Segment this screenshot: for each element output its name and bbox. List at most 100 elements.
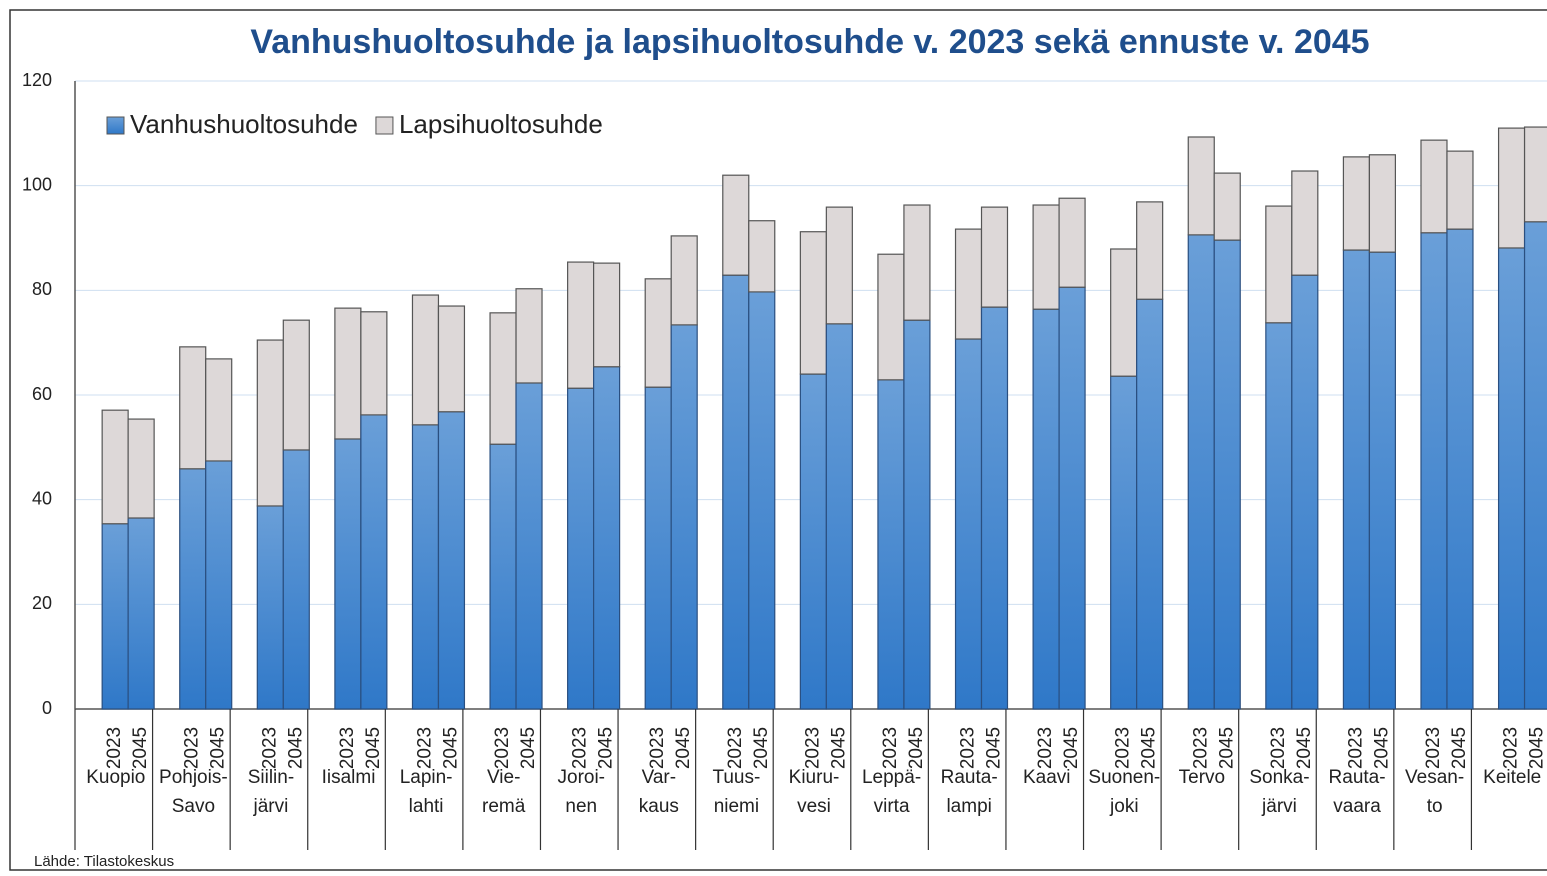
bar-segment bbox=[877, 253, 905, 381]
group-label: to bbox=[1427, 796, 1443, 817]
bar-segment bbox=[1213, 239, 1241, 710]
bar-segment bbox=[670, 324, 698, 710]
y-tick-label: 100 bbox=[22, 174, 52, 194]
bar-segment bbox=[411, 424, 440, 710]
x-tick-label: 2023 bbox=[1423, 727, 1444, 769]
group-label: Suonen- bbox=[1088, 767, 1160, 788]
group-label: lampi bbox=[946, 796, 991, 817]
x-tick-label: 2045 bbox=[208, 727, 229, 769]
bar-segment bbox=[127, 517, 155, 710]
x-tick-label: 2023 bbox=[259, 727, 280, 769]
group-label: Kiuru- bbox=[789, 767, 840, 788]
x-tick-label: 2045 bbox=[906, 727, 927, 769]
x-tick-label: 2045 bbox=[1216, 727, 1237, 769]
x-tick-label: 2045 bbox=[1449, 727, 1470, 769]
x-tick-label: 2045 bbox=[1371, 727, 1392, 769]
bar-segment bbox=[1032, 204, 1060, 310]
bar-segment bbox=[179, 346, 207, 470]
bar-segment bbox=[1291, 274, 1319, 710]
bar-segment bbox=[1420, 232, 1448, 710]
bar-segment bbox=[980, 306, 1009, 710]
y-tick-label: 80 bbox=[32, 279, 52, 299]
x-tick-label: 2045 bbox=[673, 727, 694, 769]
bar-segment bbox=[334, 307, 362, 440]
x-tick-label: 2045 bbox=[1527, 727, 1547, 769]
bar-segment bbox=[1446, 150, 1474, 230]
bar-segment bbox=[1058, 197, 1086, 288]
y-tick-label: 60 bbox=[32, 384, 52, 404]
x-tick-label: 2045 bbox=[984, 727, 1005, 769]
group-label: niemi bbox=[714, 796, 759, 817]
x-tick-label: 2023 bbox=[725, 727, 746, 769]
bar-segment bbox=[567, 387, 595, 710]
x-tick-label: 2045 bbox=[518, 727, 539, 769]
group-label: Savo bbox=[172, 796, 215, 817]
bar-segment bbox=[179, 468, 207, 710]
group-label: Leppä- bbox=[862, 767, 921, 788]
group-label: Var- bbox=[642, 767, 676, 788]
group-label: vaara bbox=[1333, 796, 1381, 817]
x-tick-label: 2023 bbox=[1268, 727, 1289, 769]
bar-segment bbox=[722, 174, 750, 276]
legend-label: Lapsihuoltosuhde bbox=[399, 109, 603, 139]
y-tick-label: 20 bbox=[32, 593, 52, 613]
bar-segment bbox=[877, 379, 905, 710]
bar-segment bbox=[1368, 154, 1396, 253]
bar-segment bbox=[1187, 234, 1215, 710]
group-label: järvi bbox=[253, 796, 289, 817]
x-tick-label: 2023 bbox=[958, 727, 979, 769]
group-label: lahti bbox=[409, 796, 444, 817]
bar-segment bbox=[360, 414, 388, 710]
bar-segment bbox=[825, 323, 853, 710]
bar-segment bbox=[644, 386, 672, 710]
x-tick-label: 2023 bbox=[492, 727, 513, 769]
bar-segment bbox=[515, 382, 543, 710]
x-tick-label: 2023 bbox=[1501, 727, 1522, 769]
bar-segment bbox=[1368, 251, 1396, 710]
bar-segment bbox=[1265, 322, 1293, 710]
group-label: nen bbox=[565, 796, 597, 817]
bar-segment bbox=[903, 204, 931, 321]
bar-segment bbox=[334, 438, 362, 710]
bar-segment bbox=[748, 220, 776, 293]
bar-segment bbox=[1032, 308, 1060, 710]
bar-segment bbox=[437, 305, 466, 413]
bar-segment bbox=[101, 409, 129, 525]
bar-segment bbox=[593, 366, 621, 710]
bar-segment bbox=[1420, 139, 1448, 234]
group-label: kaus bbox=[639, 796, 679, 817]
bar-segment bbox=[1058, 286, 1086, 710]
x-tick-label: 2023 bbox=[880, 727, 901, 769]
x-tick-label: 2045 bbox=[130, 727, 151, 769]
bar-segment bbox=[489, 312, 517, 445]
bar-segment bbox=[799, 231, 827, 375]
bar-segment bbox=[1497, 247, 1526, 710]
bar-segment bbox=[1497, 127, 1526, 249]
bar-segment bbox=[282, 319, 310, 451]
group-label: Rauta- bbox=[941, 767, 998, 788]
y-tick-label: 40 bbox=[32, 488, 52, 508]
group-label: Lapin- bbox=[400, 767, 453, 788]
x-tick-label: 2023 bbox=[337, 727, 358, 769]
x-tick-label: 2045 bbox=[751, 727, 772, 769]
bar-segment bbox=[825, 206, 853, 325]
bar-segment bbox=[256, 339, 284, 507]
x-tick-label: 2023 bbox=[1113, 727, 1134, 769]
x-tick-label: 2023 bbox=[647, 727, 668, 769]
group-label: järvi bbox=[1261, 796, 1297, 817]
group-label: Vesan- bbox=[1405, 767, 1464, 788]
bar-segment bbox=[256, 505, 284, 710]
bar-segment bbox=[799, 373, 827, 710]
group-label: Vie- bbox=[487, 767, 520, 788]
bar-segment bbox=[1136, 298, 1164, 710]
bar-segment bbox=[567, 261, 595, 389]
x-tick-label: 2023 bbox=[802, 727, 823, 769]
group-label: Joroi- bbox=[558, 767, 606, 788]
group-label: Rauta- bbox=[1329, 767, 1386, 788]
bar-segment bbox=[1110, 248, 1138, 377]
x-tick-label: 2045 bbox=[363, 727, 384, 769]
group-label: Keitele bbox=[1483, 767, 1541, 788]
bar-segment bbox=[360, 311, 388, 416]
bar-segment bbox=[722, 274, 750, 710]
bar-segment bbox=[1446, 228, 1474, 710]
